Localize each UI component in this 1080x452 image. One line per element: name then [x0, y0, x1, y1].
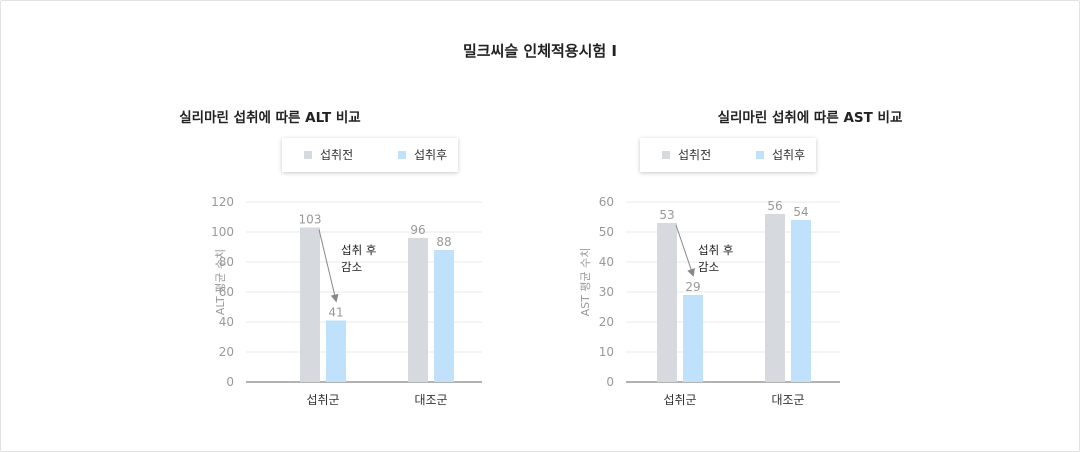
alt-bar-after — [326, 321, 346, 383]
alt-x-tick-label: 섭취군 — [306, 393, 339, 407]
alt-y-tick-label: 0 — [226, 375, 234, 389]
ast-bar-value-label: 56 — [767, 199, 782, 213]
alt-bar-value-label: 103 — [299, 213, 322, 227]
ast-bar-before — [657, 223, 677, 382]
ast-bar-after — [791, 220, 811, 382]
ast-x-tick-label: 섭취군 — [663, 393, 696, 407]
alt-y-tick-label: 40 — [219, 315, 234, 329]
ast-y-tick-label: 30 — [599, 285, 614, 299]
ast-annotation-line2: 감소 — [698, 260, 719, 274]
ast-bar-before — [765, 214, 785, 382]
ast-y-tick-label: 60 — [599, 195, 614, 209]
ast-annotation-line1: 섭취 후 — [698, 243, 733, 257]
alt-annotation-line2: 감소 — [341, 260, 362, 274]
ast-bar-value-label: 53 — [659, 208, 674, 222]
ast-y-tick-label: 0 — [606, 375, 614, 389]
ast-y-tick-label: 50 — [599, 225, 614, 239]
alt-x-tick-label: 대조군 — [414, 393, 447, 407]
ast-y-tick-label: 10 — [599, 345, 614, 359]
alt-bar-after — [434, 250, 454, 382]
alt-bar-value-label: 96 — [410, 223, 425, 237]
alt-y-tick-label: 120 — [211, 195, 234, 209]
ast-y-tick-label: 40 — [599, 255, 614, 269]
alt-decrease-arrow — [319, 230, 336, 301]
alt-y-tick-label: 100 — [211, 225, 234, 239]
ast-bar-value-label: 54 — [793, 205, 808, 219]
ast-x-tick-label: 대조군 — [771, 393, 804, 407]
ast-bar-after — [683, 295, 703, 382]
alt-bar-value-label: 88 — [436, 235, 451, 249]
alt-bar-before — [300, 228, 320, 383]
ast-y-tick-label: 20 — [599, 315, 614, 329]
alt-bar-before — [408, 238, 428, 382]
alt-y-tick-label: 20 — [219, 345, 234, 359]
ast-bar-value-label: 29 — [685, 280, 700, 294]
ast-y-axis-label: AST 평균 수치 — [579, 248, 592, 317]
alt-annotation-line1: 섭취 후 — [341, 243, 376, 257]
alt-y-axis-label: ALT 평균 수치 — [214, 249, 227, 315]
alt-bar-value-label: 41 — [328, 306, 343, 320]
